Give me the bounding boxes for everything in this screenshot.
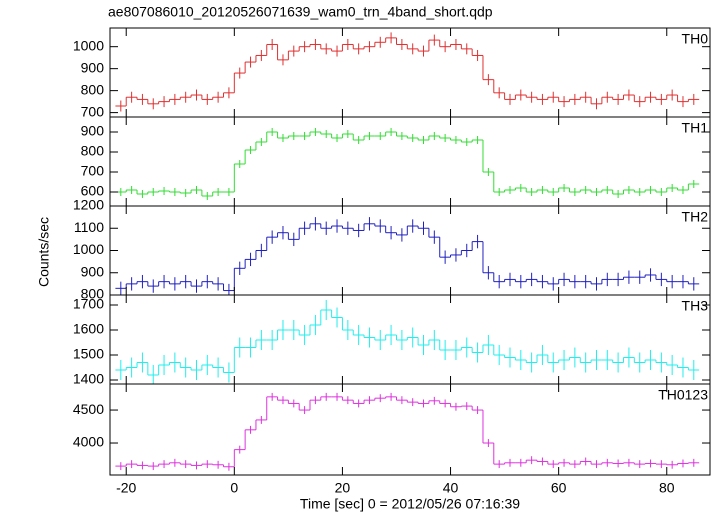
panel-frame [109, 383, 711, 476]
panel-frame [109, 294, 711, 385]
panel-frame [109, 116, 711, 207]
panel-label: TH0123 [658, 387, 708, 403]
panel-data [115, 300, 700, 384]
x-tick-label: 60 [551, 480, 567, 496]
y-tick-label: 600 [81, 183, 105, 199]
y-tick-label: 700 [81, 163, 105, 179]
y-tick-label: 900 [81, 123, 105, 139]
x-tick-label: 0 [230, 480, 238, 496]
panel-label: TH3 [682, 298, 709, 314]
y-tick-label: 800 [81, 143, 105, 159]
y-tick-label: 1500 [73, 346, 104, 362]
y-tick-label: 1100 [74, 219, 104, 235]
y-tick-label: 4000 [73, 434, 104, 450]
y-tick-label: 1000 [73, 37, 104, 53]
y-tick-label: 800 [81, 286, 105, 302]
y-tick-label: 1000 [73, 241, 104, 257]
panel-frame [109, 205, 711, 296]
y-tick-label: 700 [81, 103, 105, 119]
panel-data [115, 32, 700, 112]
panel-label: TH1 [682, 120, 709, 136]
x-axis-label: Time [sec] 0 = 2012/05/26 07:16:39 [300, 496, 520, 512]
y-tick-label: 4500 [73, 401, 104, 417]
y-tick-label: 1400 [73, 371, 104, 387]
y-tick-label: 900 [81, 59, 105, 75]
y-tick-label: 900 [81, 263, 105, 279]
panel-label: TH0 [682, 31, 709, 47]
x-tick-label: 40 [443, 480, 459, 496]
panel-data [115, 128, 700, 200]
chart-title: ae807086010_20120526071639_wam0_trn_4ban… [108, 4, 493, 20]
x-tick-label: 20 [335, 480, 351, 496]
panel-label: TH2 [682, 209, 709, 225]
y-tick-label: 1200 [73, 197, 104, 213]
panel-frame [109, 27, 711, 118]
panel-data [115, 217, 700, 295]
y-axis-label: Counts/sec [36, 217, 52, 287]
x-tick-label: 80 [659, 480, 675, 496]
y-tick-label: 800 [81, 81, 105, 97]
x-tick-label: -20 [116, 480, 136, 496]
panel-data [115, 392, 700, 471]
y-tick-label: 1600 [73, 321, 104, 337]
y-tick-label: 1700 [73, 296, 104, 312]
